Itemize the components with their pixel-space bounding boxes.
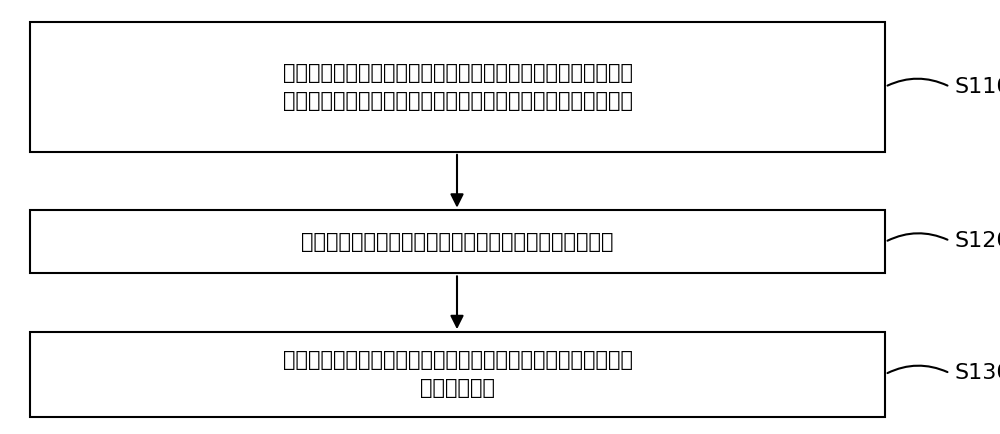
Text: 示在显示区域: 示在显示区域 (420, 378, 495, 398)
Text: S110: S110 (955, 77, 1000, 97)
Text: 在检测到车载抬头显示装置中的显示区域需要进行内容刷新时，: 在检测到车载抬头显示装置中的显示区域需要进行内容刷新时， (283, 62, 633, 83)
FancyBboxPatch shape (30, 210, 885, 273)
Text: S120: S120 (955, 231, 1000, 251)
Text: 确定显示区域进行内容刷新时待显示的第二显示内容图像: 确定显示区域进行内容刷新时待显示的第二显示内容图像 (301, 232, 614, 252)
FancyBboxPatch shape (30, 332, 885, 417)
Text: 控制第一显示内容图像和第二显示内容图像，以交替显示方式显: 控制第一显示内容图像和第二显示内容图像，以交替显示方式显 (283, 350, 633, 370)
FancyBboxPatch shape (30, 22, 885, 152)
Text: 确定显示区域进行内容刷新前一时刻所显示的第一显示内容图像: 确定显示区域进行内容刷新前一时刻所显示的第一显示内容图像 (283, 91, 633, 111)
Text: S130: S130 (955, 363, 1000, 383)
